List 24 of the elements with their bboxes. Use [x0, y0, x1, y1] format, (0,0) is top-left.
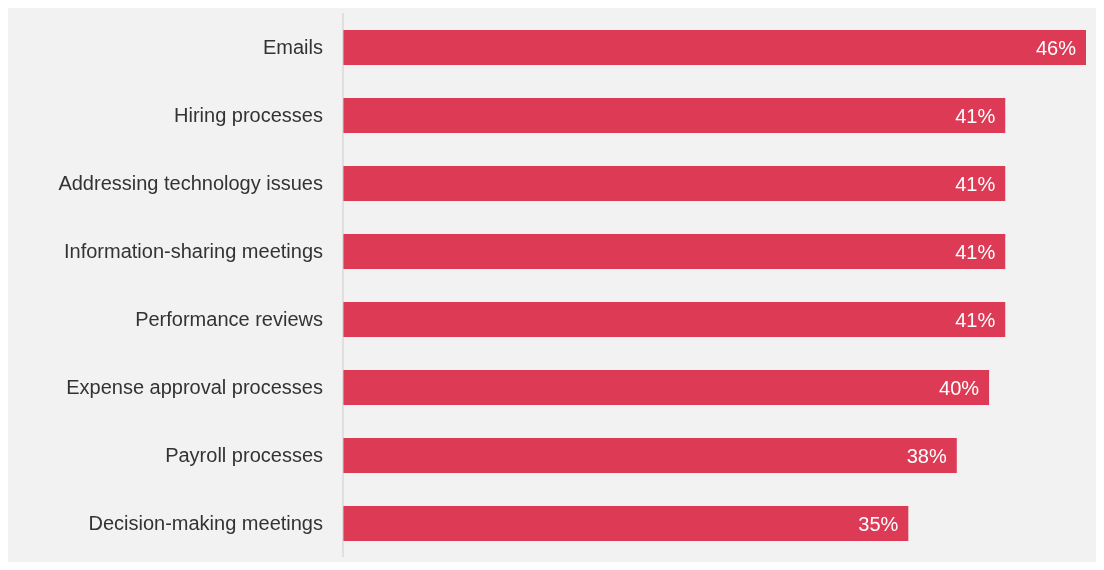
bar: [343, 30, 1086, 65]
y-tick-label: Emails: [262, 36, 323, 59]
data-label: 40%: [939, 376, 980, 399]
y-tick-label: Information-sharing meetings: [63, 240, 323, 263]
y-tick-label: Payroll processes: [165, 444, 323, 467]
data-label: 35%: [858, 512, 899, 535]
data-label: 41%: [955, 104, 996, 127]
y-tick-label: Decision-making meetings: [88, 512, 323, 535]
y-tick-label: Hiring processes: [174, 104, 323, 127]
bar: [343, 370, 990, 405]
bar: [343, 438, 957, 473]
data-label: 41%: [955, 172, 996, 195]
y-tick-label: Addressing technology issues: [58, 172, 323, 195]
y-tick-label: Expense approval processes: [66, 376, 323, 399]
y-tick-label: Performance reviews: [135, 308, 323, 331]
bar: [343, 506, 909, 541]
bar: [343, 302, 1006, 337]
data-label: 41%: [955, 240, 996, 263]
bar: [343, 166, 1006, 201]
bar: [343, 234, 1006, 269]
data-label: 38%: [906, 444, 947, 467]
bar: [343, 98, 1006, 133]
data-label: 46%: [1035, 36, 1077, 59]
data-label: 41%: [955, 308, 996, 331]
